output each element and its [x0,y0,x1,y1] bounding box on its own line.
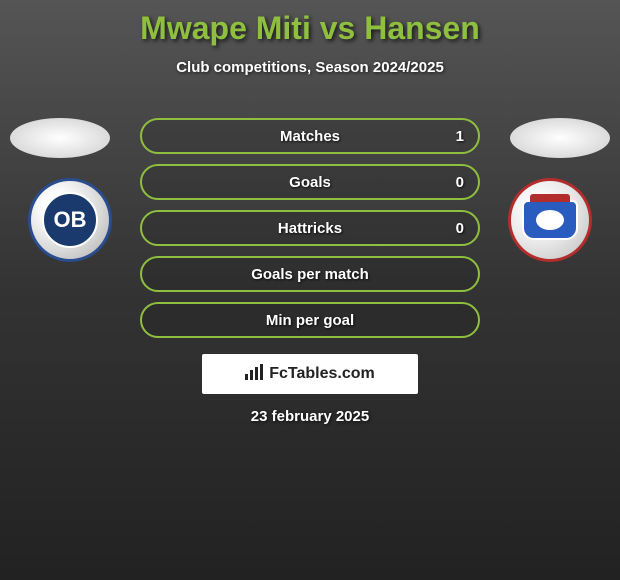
player-left-photo [10,118,110,158]
stat-row-goals: Goals 0 [140,164,480,200]
stat-row-mpg: Min per goal [140,302,480,338]
brand-text: FcTables.com [269,365,375,383]
stats-panel: Matches 1 Goals 0 Hattricks 0 Goals per … [140,118,480,348]
bar-chart-icon [245,364,263,385]
stat-label: Matches [280,128,340,145]
stat-label: Goals [289,174,331,191]
club-left-initials: OB [42,192,98,248]
date-text: 23 february 2025 [0,408,620,425]
brand-box: FcTables.com [202,354,418,394]
club-right-shield [522,200,578,240]
player-right-photo [510,118,610,158]
stat-label: Hattricks [278,220,342,237]
stat-value-right: 0 [456,220,464,237]
subtitle: Club competitions, Season 2024/2025 [0,59,620,76]
stat-row-hattricks: Hattricks 0 [140,210,480,246]
stat-value-right: 0 [456,174,464,191]
stat-label: Goals per match [251,266,369,283]
stat-row-gpm: Goals per match [140,256,480,292]
club-badge-right [508,178,592,262]
stat-value-right: 1 [456,128,464,145]
page-title: Mwape Miti vs Hansen [0,0,620,47]
stat-label: Min per goal [266,312,354,329]
stat-row-matches: Matches 1 [140,118,480,154]
club-badge-left: OB [28,178,112,262]
